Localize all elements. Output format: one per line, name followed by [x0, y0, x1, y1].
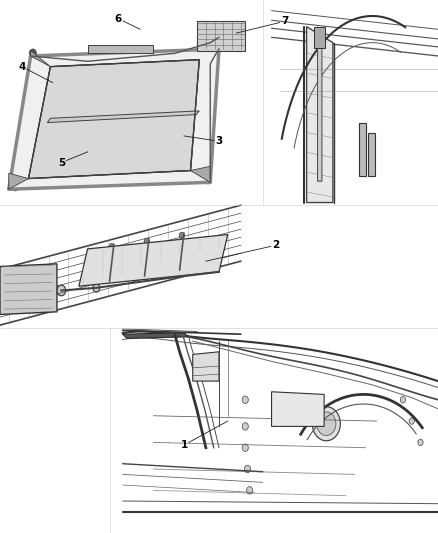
Polygon shape: [110, 328, 438, 533]
Circle shape: [312, 407, 340, 441]
Polygon shape: [31, 51, 50, 67]
Polygon shape: [141, 61, 165, 173]
Polygon shape: [116, 62, 142, 174]
Text: 2: 2: [272, 240, 279, 250]
Circle shape: [234, 44, 239, 49]
Polygon shape: [359, 123, 366, 176]
Polygon shape: [307, 27, 333, 203]
Polygon shape: [103, 63, 131, 175]
Circle shape: [18, 276, 39, 303]
Polygon shape: [66, 64, 96, 177]
Circle shape: [57, 285, 66, 296]
Polygon shape: [191, 59, 211, 171]
Circle shape: [93, 284, 100, 292]
Text: 3: 3: [215, 136, 223, 146]
Circle shape: [179, 232, 184, 239]
Circle shape: [29, 49, 36, 58]
Circle shape: [418, 439, 423, 446]
Text: 4: 4: [18, 62, 25, 71]
Circle shape: [242, 423, 248, 430]
Circle shape: [409, 418, 414, 424]
Polygon shape: [272, 392, 324, 426]
Polygon shape: [263, 0, 438, 203]
Text: 5: 5: [58, 158, 65, 167]
Circle shape: [242, 396, 248, 403]
Polygon shape: [318, 27, 322, 181]
Polygon shape: [28, 66, 62, 179]
Circle shape: [109, 244, 114, 250]
Polygon shape: [166, 60, 188, 172]
Circle shape: [317, 412, 336, 435]
Polygon shape: [0, 264, 57, 314]
Polygon shape: [78, 64, 108, 176]
Polygon shape: [91, 63, 119, 175]
Polygon shape: [0, 205, 254, 328]
Text: 6: 6: [115, 14, 122, 23]
Polygon shape: [191, 166, 210, 182]
Circle shape: [199, 32, 204, 37]
Circle shape: [199, 21, 204, 27]
Polygon shape: [368, 133, 375, 176]
Polygon shape: [88, 45, 153, 53]
Polygon shape: [9, 49, 219, 189]
Polygon shape: [193, 352, 219, 381]
Polygon shape: [47, 111, 199, 123]
Polygon shape: [178, 60, 199, 171]
Text: 1: 1: [180, 440, 187, 450]
Polygon shape: [314, 27, 325, 48]
Polygon shape: [128, 62, 153, 174]
Text: 7: 7: [281, 17, 288, 26]
Polygon shape: [79, 235, 228, 286]
Polygon shape: [28, 60, 199, 179]
Circle shape: [199, 44, 204, 49]
Circle shape: [244, 465, 251, 473]
Circle shape: [12, 182, 19, 191]
Polygon shape: [41, 66, 73, 178]
Circle shape: [242, 444, 248, 451]
Circle shape: [213, 43, 220, 51]
Circle shape: [247, 487, 253, 494]
Polygon shape: [53, 65, 85, 177]
Polygon shape: [153, 61, 177, 172]
Circle shape: [205, 175, 212, 184]
Circle shape: [23, 283, 34, 296]
Polygon shape: [197, 21, 245, 51]
Polygon shape: [9, 173, 28, 189]
Circle shape: [144, 238, 149, 245]
Circle shape: [400, 397, 406, 403]
Polygon shape: [123, 333, 188, 338]
Circle shape: [234, 21, 239, 27]
